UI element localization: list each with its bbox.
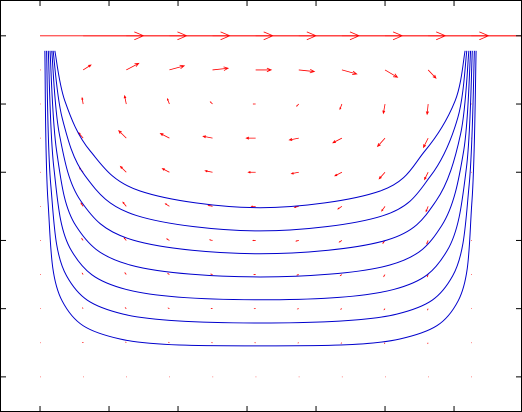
vector-arrow bbox=[208, 239, 213, 241]
vector-arrow bbox=[202, 135, 213, 139]
contour-line bbox=[47, 50, 473, 301]
vector-arrow bbox=[382, 103, 386, 115]
contour-line bbox=[54, 50, 466, 209]
vector-arrow bbox=[339, 308, 343, 310]
vector-arrow bbox=[159, 133, 170, 139]
vector-arrow bbox=[338, 240, 343, 243]
vector-arrow bbox=[250, 205, 256, 208]
vector-arrow bbox=[378, 171, 386, 180]
contour-line bbox=[44, 50, 477, 347]
vector-arrow bbox=[80, 202, 84, 207]
vector-arrow bbox=[119, 165, 127, 173]
vector-arrow bbox=[118, 130, 127, 139]
vector-arrow bbox=[383, 308, 386, 311]
vector-arrow bbox=[288, 137, 299, 141]
vector-arrow bbox=[424, 172, 429, 181]
vector-arrow bbox=[427, 308, 429, 311]
vector-arrow bbox=[161, 168, 170, 173]
vector-arrow bbox=[81, 237, 84, 241]
vector-arrow bbox=[427, 69, 437, 79]
vector-arrow bbox=[471, 35, 522, 37]
vector-arrow bbox=[81, 96, 84, 105]
vector-arrow bbox=[81, 307, 84, 309]
contour-line bbox=[46, 50, 475, 324]
vector-arrow bbox=[295, 240, 299, 242]
vector-arrow bbox=[245, 136, 256, 140]
vector-arrow bbox=[126, 62, 140, 71]
vector-arrow bbox=[334, 171, 343, 177]
contour-line bbox=[52, 50, 468, 232]
vector-arrow bbox=[255, 67, 273, 73]
vector-arrow bbox=[339, 274, 343, 277]
vector-arrow bbox=[341, 69, 358, 76]
vector-arrow bbox=[164, 203, 170, 207]
vector-arrow bbox=[166, 97, 170, 105]
vector-arrow bbox=[383, 274, 386, 278]
vector-arrow bbox=[124, 272, 127, 275]
vector-arrow bbox=[169, 64, 186, 71]
vector-arrow bbox=[381, 206, 386, 212]
vector-arrow bbox=[167, 307, 170, 310]
vector-arrow bbox=[81, 272, 84, 275]
vector-arrow bbox=[247, 171, 256, 174]
vector-arrow bbox=[123, 94, 127, 105]
vector-arrow bbox=[339, 103, 343, 111]
vector-arrow bbox=[290, 171, 299, 175]
vector-arrow bbox=[204, 169, 213, 173]
vector-arrow bbox=[425, 206, 429, 213]
vector-arrow bbox=[426, 274, 429, 278]
vector-arrow bbox=[212, 66, 230, 71]
vector-arrow bbox=[384, 69, 399, 78]
vector-arrow bbox=[293, 205, 299, 208]
vector-arrow bbox=[252, 239, 256, 242]
vector-arrow bbox=[426, 240, 429, 245]
vector-arrow bbox=[332, 137, 343, 144]
vector-arrow bbox=[298, 68, 316, 74]
vector-arrow bbox=[425, 103, 429, 116]
vector-arrow bbox=[123, 237, 127, 241]
vector-arrow bbox=[167, 272, 170, 275]
vector-arrow bbox=[337, 206, 343, 210]
vector-arrow bbox=[122, 201, 127, 207]
vector-arrow bbox=[124, 307, 127, 309]
vector-arrow bbox=[376, 137, 386, 148]
vector-arrow bbox=[82, 64, 92, 71]
vector-arrow bbox=[207, 204, 213, 207]
contour-line bbox=[49, 50, 472, 278]
vector-arrow bbox=[209, 101, 213, 105]
vector-arrow bbox=[295, 103, 300, 107]
contour-line bbox=[51, 50, 470, 255]
vector-arrow bbox=[166, 238, 170, 241]
vector-arrow bbox=[423, 137, 429, 149]
